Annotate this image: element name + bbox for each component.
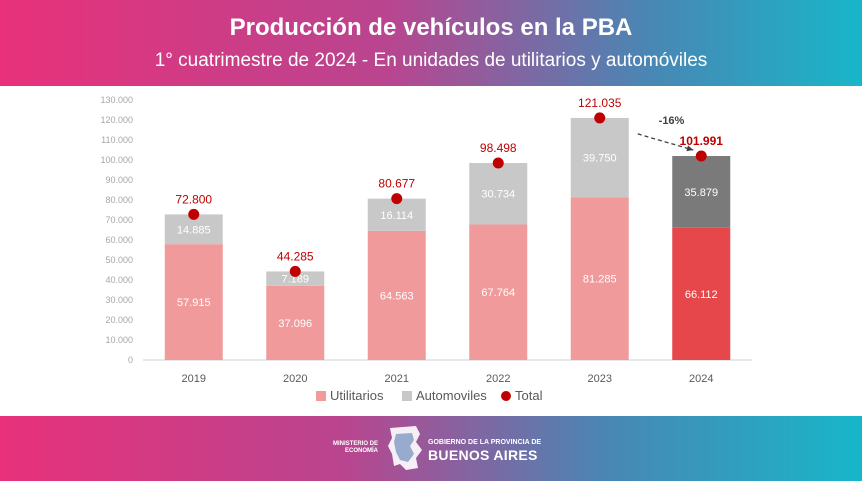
data-label-automoviles: 30.734 [481,189,515,201]
data-label-automoviles: 35.879 [684,187,718,199]
province-name: BUENOS AIRES [428,447,538,463]
total-marker [391,193,403,205]
x-tick-label: 2023 [588,373,612,385]
legend-label-utilitarios: Utilitarios [330,388,384,403]
y-tick-label: 80.000 [105,195,133,205]
data-label-total: 80.677 [378,177,415,191]
data-label-automoviles: 39.750 [583,153,617,165]
y-tick-label: 10.000 [105,335,133,345]
x-tick-label: 2022 [486,373,510,385]
bar-utilitarios [367,230,426,360]
province-logo-icon [388,426,422,470]
y-tick-label: 20.000 [105,315,133,325]
legend-label-total: Total [515,388,543,403]
data-label-utilitarios: 57.915 [177,297,211,309]
legend-label-automoviles: Automoviles [416,388,487,403]
y-tick-label: 70.000 [105,215,133,225]
chart-title: Producción de vehículos en la PBA [229,14,633,41]
annotation-arrow-head [686,145,694,152]
legend-swatch-utilitarios [316,391,326,401]
chart-subtitle: 1° cuatrimestre de 2024 - En unidades de… [154,50,708,71]
data-label-automoviles: 16.114 [380,210,413,222]
data-label-utilitarios: 37.096 [278,318,312,330]
ministry-label: MINISTERIO DE ECONOMÍA [332,441,378,454]
data-label-automoviles: 14.885 [177,224,211,236]
legend-swatch-automoviles [402,391,412,401]
x-tick-label: 2020 [283,373,307,385]
total-marker [594,112,606,124]
x-tick-label: 2019 [182,373,206,385]
data-label-utilitarios: 66.112 [685,289,718,301]
bar-automoviles [266,271,325,286]
bar-utilitarios [672,227,731,360]
y-tick-label: 0 [128,355,133,365]
y-tick-label: 120.000 [100,115,133,125]
x-tick-label: 2024 [689,373,713,385]
y-tick-label: 30.000 [105,295,133,305]
bar-utilitarios [266,285,325,360]
header-banner: Producción de vehículos en la PBA 1° cua… [0,0,862,86]
x-tick-label: 2021 [385,373,409,385]
total-marker [492,157,504,169]
data-label-total: 44.285 [277,249,314,263]
data-label-utilitarios: 81.285 [583,274,617,286]
bar-automoviles [469,163,528,225]
data-label-total: 98.498 [480,141,517,155]
annotation-label: -16% [659,115,685,127]
data-label-total: 101.991 [680,134,724,148]
government-label: GOBIERNO DE LA PROVINCIA DE [428,439,542,446]
y-tick-label: 130.000 [100,95,133,105]
legend-marker-total [501,391,511,401]
data-label-total: 72.800 [175,192,212,206]
footer-banner: MINISTERIO DE ECONOMÍA GOBIERNO DE LA PR… [0,416,862,481]
annotation-arrow-line [637,133,694,151]
bar-utilitarios [469,224,528,360]
data-label-total: 121.035 [578,96,622,110]
bar-utilitarios [570,197,629,360]
data-label-automoviles: 7.189 [281,274,309,286]
data-label-utilitarios: 67.764 [481,287,515,299]
total-marker [188,208,200,220]
bar-utilitarios [164,244,223,360]
stacked-bar-chart: 0 10.000 20.000 30.000 40.000 50.000 60.000 70.… [100,95,752,403]
total-marker [289,265,301,277]
y-tick-label: 60.000 [105,235,133,245]
y-tick-label: 100.000 [100,155,133,165]
y-tick-label: 110.000 [101,135,133,145]
data-label-utilitarios: 64.563 [380,290,414,302]
bar-automoviles [672,156,731,228]
bar-automoviles [570,117,629,198]
total-marker [695,150,707,162]
y-tick-label: 50.000 [105,255,133,265]
y-tick-label: 90.000 [105,175,133,185]
y-tick-label: 40.000 [105,275,133,285]
